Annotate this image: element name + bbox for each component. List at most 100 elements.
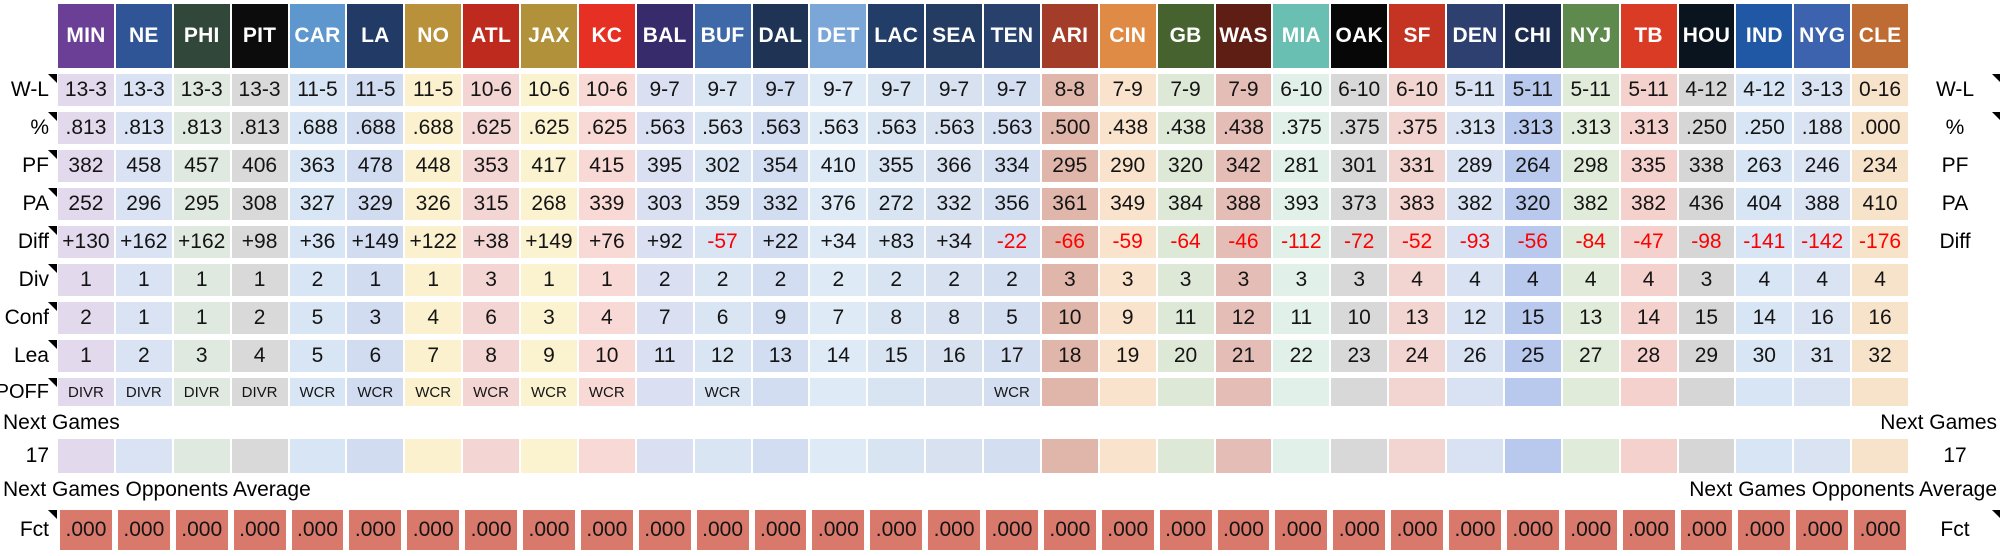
cell-lea-sea[interactable]: 16 <box>926 340 982 372</box>
cell-poff-cin[interactable] <box>1099 378 1156 406</box>
cell-div-la[interactable]: 1 <box>347 264 404 296</box>
cell-pct-no[interactable]: .688 <box>405 112 462 144</box>
cell-fct-mia[interactable]: .000 <box>1275 510 1328 550</box>
team-header-den[interactable]: DEN <box>1447 4 1503 68</box>
cell-lea-tb[interactable]: 28 <box>1620 340 1677 372</box>
cell-diff-den[interactable]: -93 <box>1447 226 1503 258</box>
cell-pct-chi[interactable]: .313 <box>1504 112 1561 144</box>
cell-fct-dal[interactable]: .000 <box>754 510 807 550</box>
cell-conf-oak[interactable]: 10 <box>1331 302 1388 334</box>
cell-pf-oak[interactable]: 301 <box>1331 150 1388 182</box>
cell-lea-jax[interactable]: 9 <box>521 340 577 372</box>
cell-lea-lac[interactable]: 15 <box>868 340 925 372</box>
row-right-label-pct[interactable]: % <box>1910 112 2000 144</box>
cell-poff-oak[interactable] <box>1331 378 1388 406</box>
cell-lea-min[interactable]: 1 <box>58 340 114 372</box>
cell-fct-lac[interactable]: .000 <box>870 510 923 550</box>
cell-pf-ari[interactable]: 295 <box>1041 150 1098 182</box>
cell-diff-atl[interactable]: +38 <box>463 226 519 258</box>
cell-week17-atl[interactable] <box>463 439 519 473</box>
cell-diff-buf[interactable]: -57 <box>694 226 751 258</box>
cell-wl-phi[interactable]: 13-3 <box>173 74 230 106</box>
cell-diff-ari[interactable]: -66 <box>1041 226 1098 258</box>
cell-wl-cle[interactable]: 0-16 <box>1852 74 1908 106</box>
row-label-wl[interactable]: W-L <box>0 74 57 106</box>
cell-week17-car[interactable] <box>289 439 346 473</box>
cell-lea-det[interactable]: 14 <box>810 340 867 372</box>
team-header-chi[interactable]: CHI <box>1504 4 1561 68</box>
cell-lea-chi[interactable]: 25 <box>1504 340 1561 372</box>
cell-poff-phi[interactable]: DIVR <box>173 378 230 406</box>
cell-diff-was[interactable]: -46 <box>1215 226 1272 258</box>
cell-pa-ind[interactable]: 404 <box>1736 188 1793 220</box>
row-right-label-fct[interactable]: Fct <box>1910 510 2000 550</box>
cell-wl-gb[interactable]: 7-9 <box>1157 74 1214 106</box>
cell-diff-cle[interactable]: -176 <box>1852 226 1908 258</box>
team-header-kc[interactable]: KC <box>578 4 635 68</box>
cell-poff-nyg[interactable] <box>1794 378 1851 406</box>
cell-week17-oak[interactable] <box>1331 439 1388 473</box>
cell-lea-car[interactable]: 5 <box>289 340 346 372</box>
cell-diff-cin[interactable]: -59 <box>1099 226 1156 258</box>
cell-diff-dal[interactable]: +22 <box>752 226 809 258</box>
cell-diff-jax[interactable]: +149 <box>521 226 577 258</box>
cell-week17-jax[interactable] <box>521 439 577 473</box>
team-header-mia[interactable]: MIA <box>1273 4 1330 68</box>
cell-pa-hou[interactable]: 436 <box>1678 188 1735 220</box>
cell-div-phi[interactable]: 1 <box>173 264 230 296</box>
row-label-week17[interactable]: 17 <box>0 439 56 473</box>
cell-week17-kc[interactable] <box>578 439 635 473</box>
cell-pct-nyg[interactable]: .188 <box>1794 112 1851 144</box>
cell-div-hou[interactable]: 3 <box>1678 264 1735 296</box>
cell-lea-ind[interactable]: 30 <box>1736 340 1793 372</box>
cell-pct-jax[interactable]: .625 <box>521 112 577 144</box>
cell-fct-ten[interactable]: .000 <box>986 510 1038 550</box>
cell-fct-nyg[interactable]: .000 <box>1796 510 1849 550</box>
cell-pct-kc[interactable]: .625 <box>578 112 635 144</box>
cell-pct-cle[interactable]: .000 <box>1852 112 1908 144</box>
cell-week17-bal[interactable] <box>636 439 693 473</box>
cell-conf-ten[interactable]: 5 <box>984 302 1040 334</box>
cell-wl-den[interactable]: 5-11 <box>1447 74 1503 106</box>
cell-div-ind[interactable]: 4 <box>1736 264 1793 296</box>
cell-pct-hou[interactable]: .250 <box>1678 112 1735 144</box>
team-header-sf[interactable]: SF <box>1389 4 1445 68</box>
cell-conf-ari[interactable]: 10 <box>1041 302 1098 334</box>
cell-fct-was[interactable]: .000 <box>1217 510 1270 550</box>
cell-pa-oak[interactable]: 373 <box>1331 188 1388 220</box>
cell-week17-hou[interactable] <box>1678 439 1735 473</box>
cell-week17-chi[interactable] <box>1504 439 1561 473</box>
cell-diff-sea[interactable]: +34 <box>926 226 982 258</box>
cell-week17-buf[interactable] <box>694 439 751 473</box>
cell-wl-sf[interactable]: 6-10 <box>1389 74 1445 106</box>
cell-wl-no[interactable]: 11-5 <box>405 74 462 106</box>
cell-pct-buf[interactable]: .563 <box>694 112 751 144</box>
cell-lea-kc[interactable]: 10 <box>578 340 635 372</box>
row-right-label-pf[interactable]: PF <box>1910 150 2000 182</box>
team-header-tb[interactable]: TB <box>1620 4 1677 68</box>
cell-diff-nyg[interactable]: -142 <box>1794 226 1851 258</box>
cell-pct-atl[interactable]: .625 <box>463 112 519 144</box>
cell-pct-was[interactable]: .438 <box>1215 112 1272 144</box>
cell-lea-ne[interactable]: 2 <box>115 340 172 372</box>
cell-conf-sf[interactable]: 13 <box>1389 302 1445 334</box>
team-header-ten[interactable]: TEN <box>984 4 1040 68</box>
cell-week17-ten[interactable] <box>984 439 1040 473</box>
cell-fct-atl[interactable]: .000 <box>465 510 517 550</box>
cell-pf-ne[interactable]: 458 <box>115 150 172 182</box>
cell-week17-den[interactable] <box>1447 439 1503 473</box>
cell-week17-det[interactable] <box>810 439 867 473</box>
cell-pa-sea[interactable]: 332 <box>926 188 982 220</box>
cell-pf-sea[interactable]: 366 <box>926 150 982 182</box>
cell-fct-jax[interactable]: .000 <box>523 510 575 550</box>
cell-fct-ari[interactable]: .000 <box>1043 510 1096 550</box>
cell-poff-atl[interactable]: WCR <box>463 378 519 406</box>
cell-div-kc[interactable]: 1 <box>578 264 635 296</box>
cell-fct-pit[interactable]: .000 <box>233 510 286 550</box>
cell-div-ne[interactable]: 1 <box>115 264 172 296</box>
cell-diff-no[interactable]: +122 <box>405 226 462 258</box>
row-right-label-diff[interactable]: Diff <box>1910 226 2000 258</box>
cell-div-bal[interactable]: 2 <box>636 264 693 296</box>
cell-week17-was[interactable] <box>1215 439 1272 473</box>
cell-pct-car[interactable]: .688 <box>289 112 346 144</box>
